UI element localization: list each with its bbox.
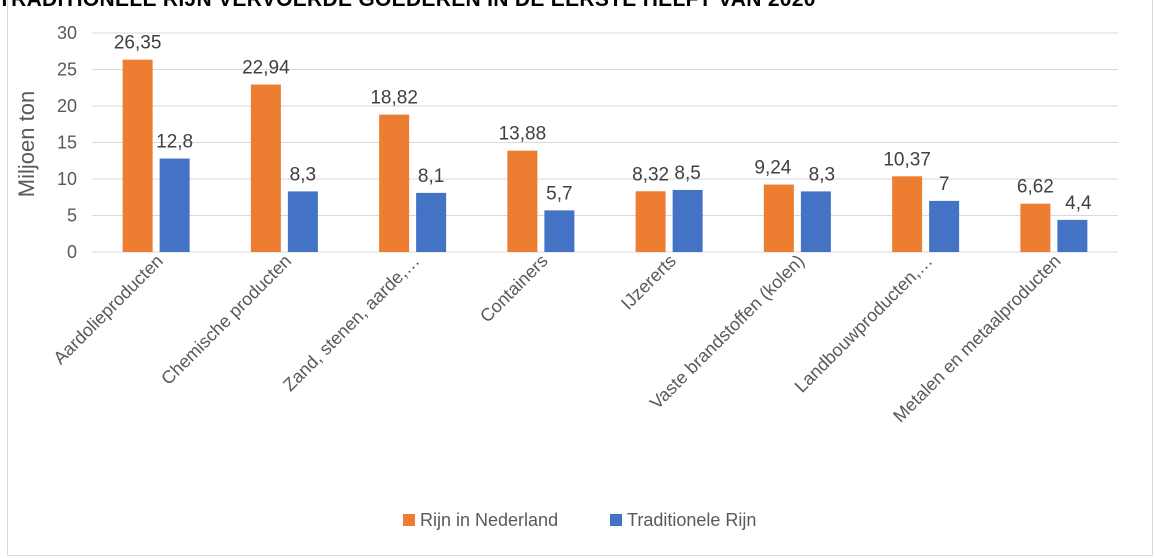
legend-swatch (610, 514, 622, 526)
legend-label: Traditionele Rijn (627, 510, 756, 530)
legend-label: Rijn in Nederland (420, 510, 558, 530)
data-label: 8,1 (418, 166, 444, 187)
data-label: 8,3 (809, 164, 835, 185)
data-label: 10,37 (883, 149, 931, 170)
data-label: 6,62 (1017, 177, 1054, 198)
chart-title: TRADITIONELE RIJN VERVOERDE GOEDEREN IN … (0, 0, 816, 12)
bar-traditionele-rijn (287, 191, 318, 252)
bar-traditionele-rijn (672, 189, 703, 252)
y-axis-label: Miljoen ton (14, 91, 39, 197)
y-tick-label: 30 (57, 23, 77, 43)
y-tick-label: 0 (67, 242, 77, 262)
category-label: Chemische producten (157, 251, 295, 389)
bar-rijn-in-nederland (507, 150, 538, 252)
bar-rijn-in-nederland (763, 184, 794, 252)
data-label: 26,35 (114, 33, 162, 54)
y-tick-label: 15 (57, 133, 77, 153)
bar-rijn-in-nederland (250, 84, 281, 253)
bar-traditionele-rijn (416, 192, 447, 252)
bars (122, 59, 1088, 253)
y-tick-label: 5 (67, 206, 77, 226)
bar-rijn-in-nederland (122, 59, 153, 252)
y-axis-ticks: 0 5 10 15 20 25 30 (57, 23, 77, 262)
data-label: 8,3 (290, 164, 316, 185)
data-labels: 26,35 12,8 22,94 8,3 18,82 8,1 13,88 5,7 8,32 8,5… (114, 33, 1092, 214)
bar-traditionele-rijn (800, 191, 831, 252)
bar-traditionele-rijn (544, 210, 575, 252)
category-label: IJzererts (617, 251, 680, 314)
category-label: Containers (476, 251, 552, 327)
data-label: 8,5 (674, 163, 700, 184)
data-label: 7 (939, 174, 950, 195)
chart-area (7, 0, 1153, 556)
bar-rijn-in-nederland (379, 114, 410, 252)
legend-swatch (403, 514, 415, 526)
bar-traditionele-rijn (929, 200, 960, 252)
data-label: 12,8 (156, 132, 193, 153)
bar-rijn-in-nederland (635, 191, 666, 252)
bar-traditionele-rijn (159, 158, 190, 252)
category-label: Vaste brandstoffen (kolen) (646, 251, 808, 413)
data-label: 4,4 (1065, 193, 1092, 214)
category-label: Zand, stenen, aarde,… (279, 251, 423, 395)
data-label: 18,82 (370, 88, 418, 109)
data-label: 9,24 (754, 158, 791, 179)
data-label: 8,32 (632, 164, 669, 185)
category-label: Landbouwproducten,… (791, 251, 937, 397)
legend: Rijn in Nederland Traditionele Rijn (403, 510, 756, 530)
data-label: 5,7 (546, 183, 572, 204)
bar-traditionele-rijn (1057, 219, 1088, 252)
y-tick-label: 20 (57, 96, 77, 116)
data-label: 13,88 (499, 124, 547, 145)
y-tick-label: 25 (57, 60, 77, 80)
bar-rijn-in-nederland (892, 176, 923, 252)
y-tick-label: 10 (57, 169, 77, 189)
bar-rijn-in-nederland (1020, 203, 1051, 252)
data-label: 22,94 (242, 58, 290, 79)
category-label: Aardolieproducten (49, 251, 166, 368)
